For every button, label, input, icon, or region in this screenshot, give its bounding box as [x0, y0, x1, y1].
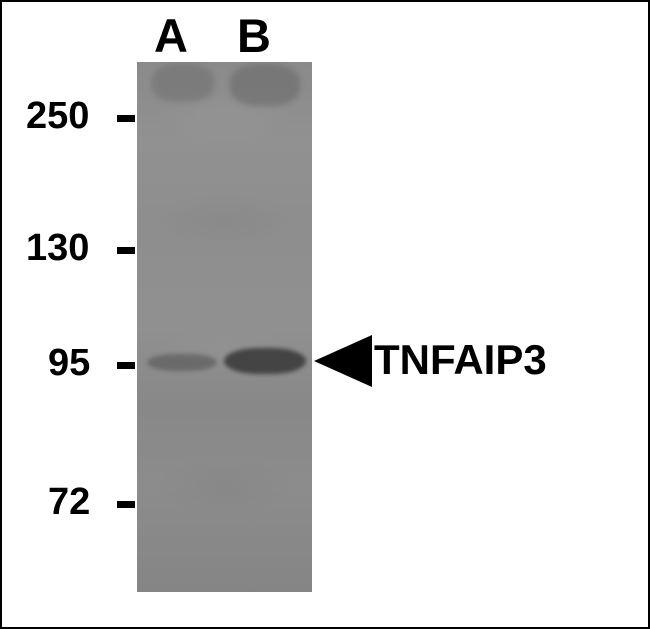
- mw-label-95: 95: [48, 342, 90, 385]
- arrow-icon: [314, 335, 372, 387]
- mw-tick-72: [117, 501, 135, 508]
- mw-label-130: 130: [26, 227, 89, 270]
- arrow-polygon: [314, 335, 372, 387]
- smudge-lane-a: [152, 64, 214, 102]
- mw-tick-250: [117, 115, 135, 122]
- figure-container: A B 250 130 95 72 TNFAIP3: [0, 0, 650, 629]
- lane-label-a: A: [154, 8, 188, 63]
- lane-label-b: B: [237, 8, 271, 63]
- mw-tick-130: [117, 247, 135, 254]
- band-lane-b: [224, 348, 306, 374]
- mw-label-72: 72: [48, 481, 90, 524]
- protein-label: TNFAIP3: [374, 336, 547, 384]
- mw-label-250: 250: [26, 95, 89, 138]
- blot-membrane: [137, 62, 312, 592]
- band-lane-a: [147, 354, 217, 371]
- smudge-lane-b: [230, 64, 300, 106]
- mw-tick-95: [117, 362, 135, 369]
